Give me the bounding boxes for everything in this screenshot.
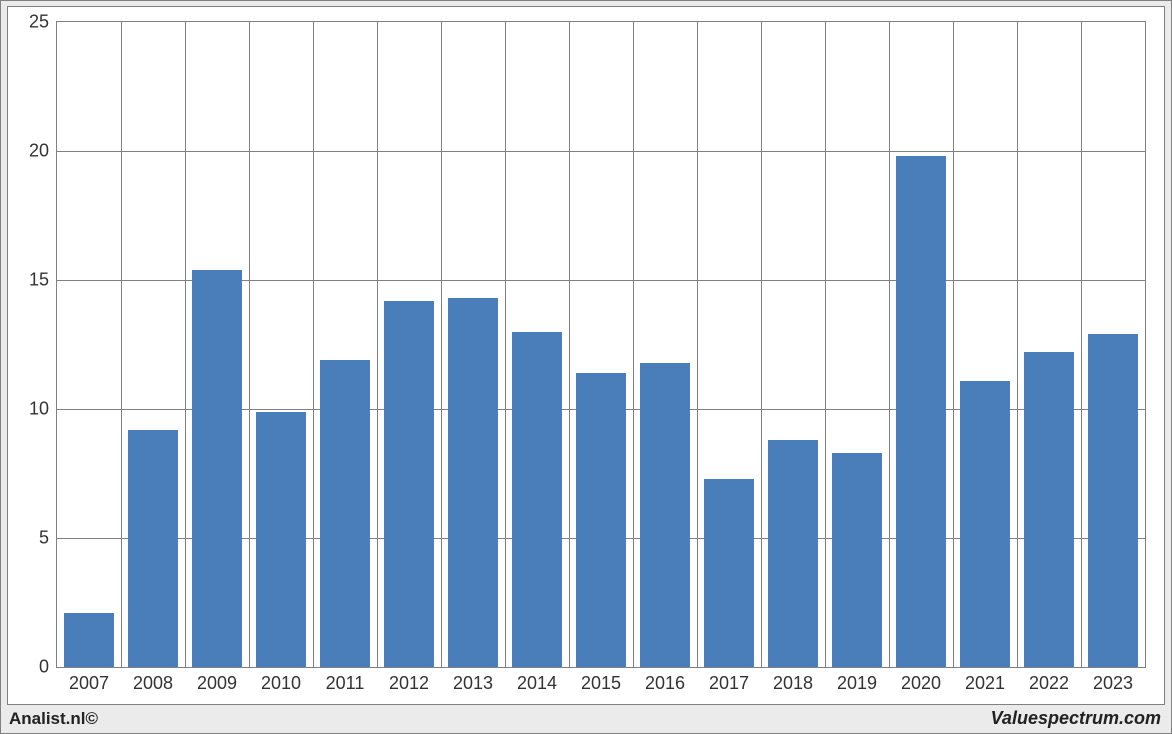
gridline-h (57, 151, 1145, 152)
x-tick-label: 2023 (1093, 673, 1133, 694)
bar (448, 298, 498, 667)
gridline-v (441, 22, 442, 667)
footer-left: Analist.nl© (9, 709, 98, 729)
gridline-v (569, 22, 570, 667)
gridline-v (505, 22, 506, 667)
bar (832, 453, 882, 667)
gridline-v (633, 22, 634, 667)
bar (640, 363, 690, 667)
x-tick-label: 2022 (1029, 673, 1069, 694)
x-tick-label: 2020 (901, 673, 941, 694)
gridline-v (825, 22, 826, 667)
gridline-v (697, 22, 698, 667)
y-tick-label: 5 (13, 528, 49, 549)
bar (256, 412, 306, 667)
y-tick-label: 0 (13, 657, 49, 678)
x-tick-label: 2021 (965, 673, 1005, 694)
x-tick-label: 2007 (69, 673, 109, 694)
x-tick-label: 2012 (389, 673, 429, 694)
x-tick-label: 2011 (326, 673, 365, 694)
x-tick-label: 2019 (837, 673, 877, 694)
gridline-v (121, 22, 122, 667)
bar (1024, 352, 1074, 667)
x-tick-label: 2016 (645, 673, 685, 694)
gridline-v (249, 22, 250, 667)
gridline-v (1017, 22, 1018, 667)
gridline-v (185, 22, 186, 667)
gridline-v (1081, 22, 1082, 667)
gridline-v (313, 22, 314, 667)
y-tick-label: 15 (13, 270, 49, 291)
x-tick-label: 2008 (133, 673, 173, 694)
gridline-v (953, 22, 954, 667)
bar (704, 479, 754, 667)
x-tick-label: 2018 (773, 673, 813, 694)
x-tick-label: 2015 (581, 673, 621, 694)
y-tick-label: 20 (13, 141, 49, 162)
bar (64, 613, 114, 667)
gridline-v (761, 22, 762, 667)
plot-area: 0510152025200720082009201020112012201320… (56, 21, 1146, 668)
x-tick-label: 2013 (453, 673, 493, 694)
chart-outer: 0 5 10 15 20 25 2007 2008 2009 2010 2011 2012 2013 20… (0, 0, 1172, 734)
x-tick-label: 2014 (517, 673, 557, 694)
bar (1088, 334, 1138, 667)
bar (512, 332, 562, 667)
bar (576, 373, 626, 667)
gridline-v (889, 22, 890, 667)
gridline-v (377, 22, 378, 667)
bar (384, 301, 434, 667)
bar (128, 430, 178, 667)
y-tick-label: 10 (13, 399, 49, 420)
bar (960, 381, 1010, 667)
footer-right: Valuespectrum.com (991, 708, 1161, 729)
chart-panel: 0 5 10 15 20 25 2007 2008 2009 2010 2011 2012 2013 20… (7, 6, 1165, 705)
y-tick-label: 25 (13, 12, 49, 33)
bar (896, 156, 946, 667)
x-tick-label: 2017 (709, 673, 749, 694)
bar (768, 440, 818, 667)
bar (192, 270, 242, 667)
x-tick-label: 2010 (261, 673, 301, 694)
x-tick-label: 2009 (197, 673, 237, 694)
bar (320, 360, 370, 667)
